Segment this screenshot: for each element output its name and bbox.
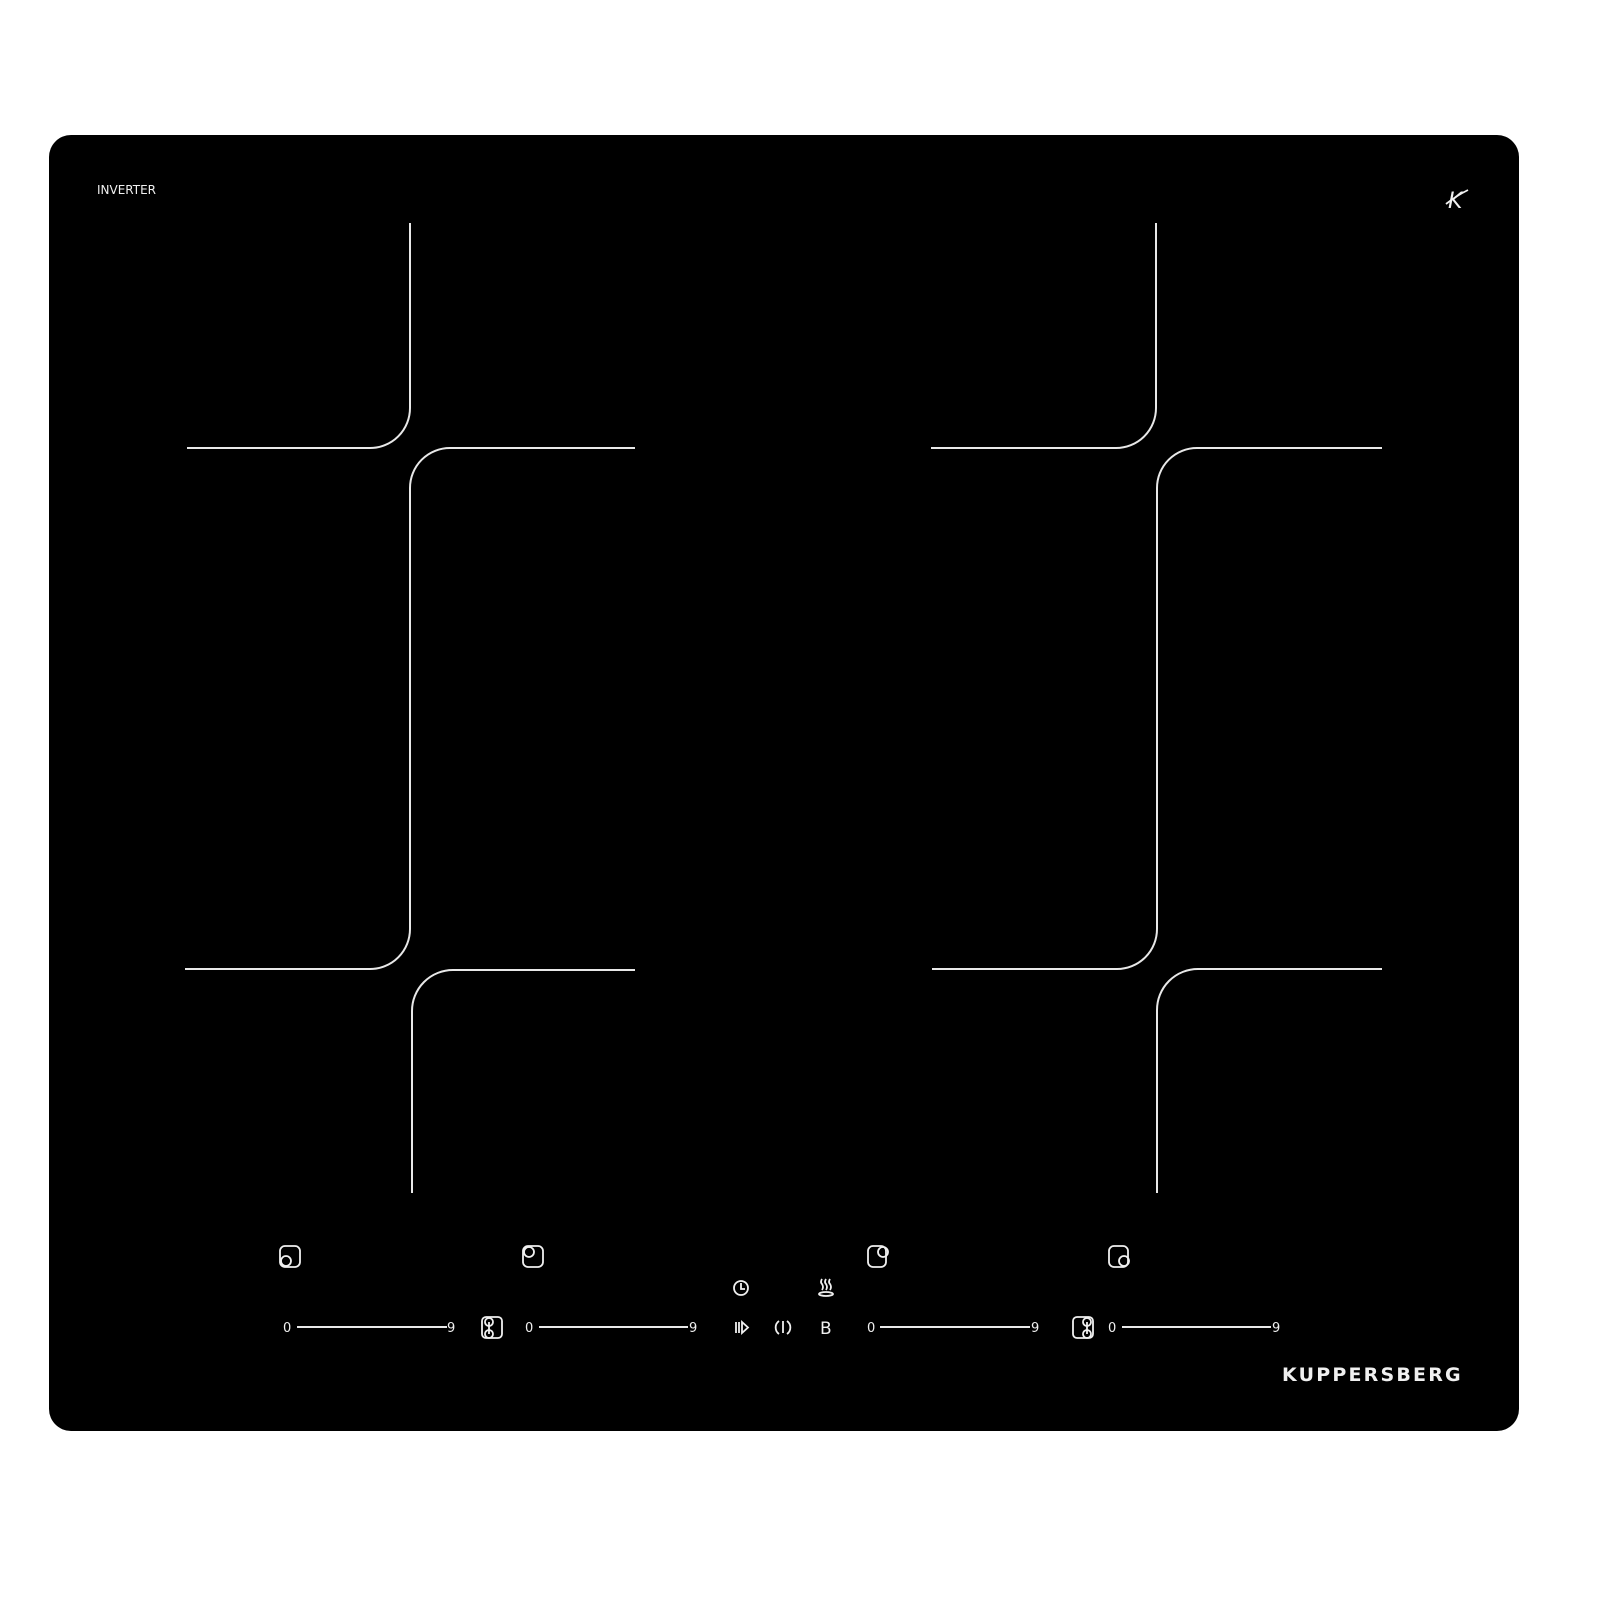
zone-front-left-icon[interactable] [522,1245,544,1268]
flex-zone-right-icon[interactable] [1072,1316,1094,1339]
zone-divider-right [932,447,1382,970]
power-icon[interactable] [774,1320,792,1335]
svg-text:9: 9 [689,1321,697,1336]
zone-rear-left-marking [187,223,411,449]
brand-name: KUPPERSBERG [1282,1364,1463,1386]
svg-text:0: 0 [283,1321,291,1336]
zone-markings-right [931,223,1382,1193]
svg-text:9: 9 [447,1321,455,1336]
power-slider-1[interactable]: 0 9 [283,1321,455,1336]
power-slider-4[interactable]: 0 9 [1108,1321,1280,1336]
brand-logo-icon: K [1445,189,1469,214]
clock-icon[interactable] [733,1280,749,1296]
steam-icon[interactable] [818,1278,834,1297]
svg-text:9: 9 [1031,1321,1039,1336]
svg-text:0: 0 [1108,1321,1116,1336]
svg-text:0: 0 [525,1321,533,1336]
power-slider-3[interactable]: 0 9 [867,1321,1039,1336]
zone-rear-right-icon[interactable] [867,1245,889,1268]
svg-text:9: 9 [1272,1321,1280,1336]
zone-front-right-icon[interactable] [1108,1245,1130,1268]
boost-button[interactable]: B [820,1319,832,1339]
zone-front-left-marking [411,969,635,1193]
play-pause-icon[interactable] [735,1319,750,1336]
zone-rear-left-icon[interactable] [279,1245,301,1268]
power-slider-2[interactable]: 0 9 [525,1321,697,1336]
glass-surface [49,135,1519,1431]
svg-text:0: 0 [867,1321,875,1336]
inverter-badge: INVERTER [97,183,156,197]
zone-rear-right-marking [931,223,1157,449]
flex-zone-left-icon[interactable] [481,1316,503,1339]
zone-divider-left [185,447,635,970]
zone-front-right-marking [1156,968,1382,1193]
zone-markings-left [185,223,635,1193]
